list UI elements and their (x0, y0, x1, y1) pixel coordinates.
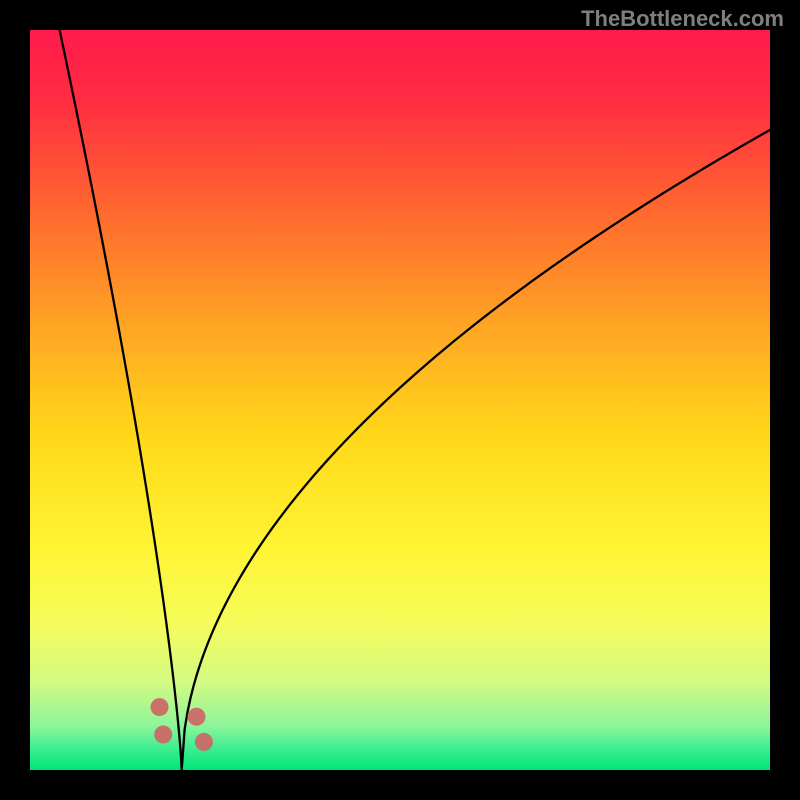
watermark-text: TheBottleneck.com (581, 6, 784, 32)
plot-area (30, 30, 770, 770)
data-marker (151, 698, 169, 716)
data-marker (154, 725, 172, 743)
data-marker (195, 733, 213, 751)
data-marker (188, 708, 206, 726)
curve-overlay (30, 30, 770, 770)
bottleneck-curve (60, 30, 182, 770)
chart-container: TheBottleneck.com (0, 0, 800, 800)
bottleneck-curve (182, 130, 770, 770)
